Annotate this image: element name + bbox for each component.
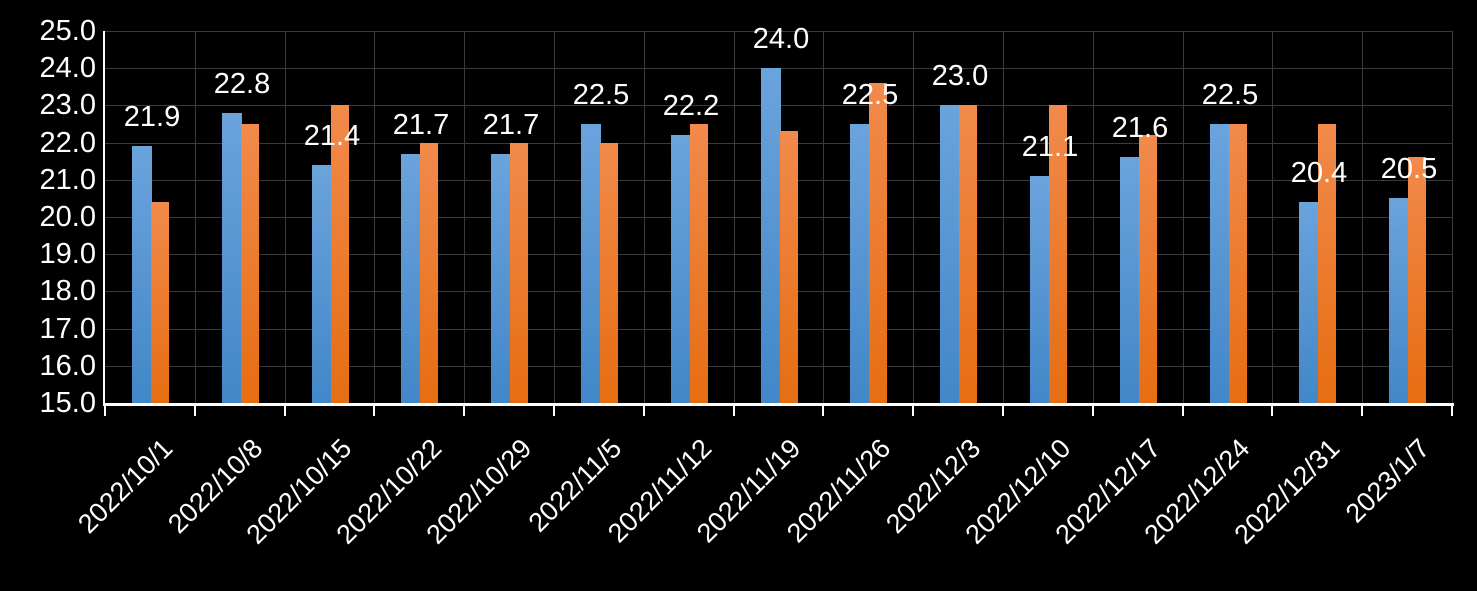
y-axis-tick-label: 23.0 [39, 89, 96, 121]
data-label: 23.0 [931, 60, 989, 92]
x-axis-tick-label: 2023/1/7 [1339, 433, 1436, 529]
bar-orange-series [600, 143, 618, 403]
data-label: 24.0 [752, 23, 810, 55]
bar-orange-series [151, 202, 169, 403]
v-gridline [464, 31, 465, 403]
bar-orange-series [1229, 124, 1247, 403]
x-axis-tick [284, 403, 286, 416]
bar-blue-series [222, 113, 242, 403]
x-axis-tick [1002, 403, 1004, 416]
y-axis-tick-label: 24.0 [39, 52, 96, 84]
bar-blue-series [1299, 202, 1319, 403]
bar-blue-series [491, 154, 511, 403]
x-axis-tick [1092, 403, 1094, 416]
bar-orange-series [510, 143, 528, 403]
v-gridline [1272, 31, 1273, 403]
v-gridline [285, 31, 286, 403]
bar-blue-series [312, 165, 332, 403]
bar-orange-series [690, 124, 708, 403]
x-axis-tick [1271, 403, 1273, 416]
bar-blue-series [1120, 157, 1140, 403]
data-label: 21.9 [123, 101, 181, 133]
x-axis-tick [373, 403, 375, 416]
bar-orange-series [1408, 157, 1426, 403]
bar-blue-series [850, 124, 870, 403]
x-axis-tick [104, 403, 106, 416]
v-gridline [734, 31, 735, 403]
data-label: 21.4 [303, 120, 361, 152]
bar-blue-series [581, 124, 601, 403]
y-axis-tick-label: 15.0 [39, 387, 96, 419]
data-label: 21.7 [392, 109, 450, 141]
data-label: 21.7 [482, 109, 540, 141]
y-axis-tick-label: 17.0 [39, 313, 96, 345]
bar-blue-series [671, 135, 691, 403]
bar-orange-series [1318, 124, 1336, 403]
data-label: 21.6 [1111, 112, 1169, 144]
bar-orange-series [959, 105, 977, 403]
x-axis-tick [1361, 403, 1363, 416]
bar-blue-series [761, 68, 781, 403]
data-label: 22.5 [841, 79, 899, 111]
x-axis-tick [822, 403, 824, 416]
data-label: 20.4 [1290, 157, 1348, 189]
x-axis-tick [194, 403, 196, 416]
x-axis-tick [643, 403, 645, 416]
v-gridline [644, 31, 645, 403]
y-axis-tick-label: 18.0 [39, 275, 96, 307]
bar-orange-series [331, 105, 349, 403]
data-label: 21.1 [1021, 131, 1079, 163]
v-gridline [1452, 31, 1453, 403]
v-gridline [1003, 31, 1004, 403]
y-axis-tick-label: 16.0 [39, 350, 96, 382]
bar-blue-series [132, 146, 152, 403]
bar-orange-series [869, 83, 887, 403]
v-gridline [1093, 31, 1094, 403]
bar-blue-series [401, 154, 421, 403]
x-axis-tick [733, 403, 735, 416]
x-axis-tick [463, 403, 465, 416]
v-gridline [823, 31, 824, 403]
x-axis-tick [1451, 403, 1453, 416]
v-gridline [1183, 31, 1184, 403]
x-axis-tick [1182, 403, 1184, 416]
bar-blue-series [1389, 198, 1409, 403]
plot-border-top [105, 31, 1452, 32]
data-label: 22.2 [662, 90, 720, 122]
y-axis-tick-label: 22.0 [39, 127, 96, 159]
bar-blue-series [1210, 124, 1230, 403]
bar-orange-series [1049, 105, 1067, 403]
y-axis-tick-label: 20.0 [39, 201, 96, 233]
v-gridline [1362, 31, 1363, 403]
y-axis-line [103, 31, 105, 406]
data-label: 22.5 [572, 79, 630, 111]
x-axis-line [103, 403, 1454, 406]
x-axis-tick [912, 403, 914, 416]
y-axis-tick-label: 25.0 [39, 15, 96, 47]
data-label: 20.5 [1380, 153, 1438, 185]
y-axis-tick-label: 21.0 [39, 164, 96, 196]
bar-orange-series [420, 143, 438, 403]
v-gridline [374, 31, 375, 403]
bar-orange-series [780, 131, 798, 403]
bar-blue-series [1030, 176, 1050, 403]
bar-orange-series [1139, 135, 1157, 403]
y-axis-tick-label: 19.0 [39, 238, 96, 270]
x-axis-tick-label: 2022/10/1 [72, 433, 179, 540]
bar-orange-series [241, 124, 259, 403]
v-gridline [913, 31, 914, 403]
data-label: 22.8 [213, 68, 271, 100]
v-gridline [195, 31, 196, 403]
bar-blue-series [940, 105, 960, 403]
data-label: 22.5 [1201, 79, 1259, 111]
x-axis-tick [553, 403, 555, 416]
v-gridline [554, 31, 555, 403]
